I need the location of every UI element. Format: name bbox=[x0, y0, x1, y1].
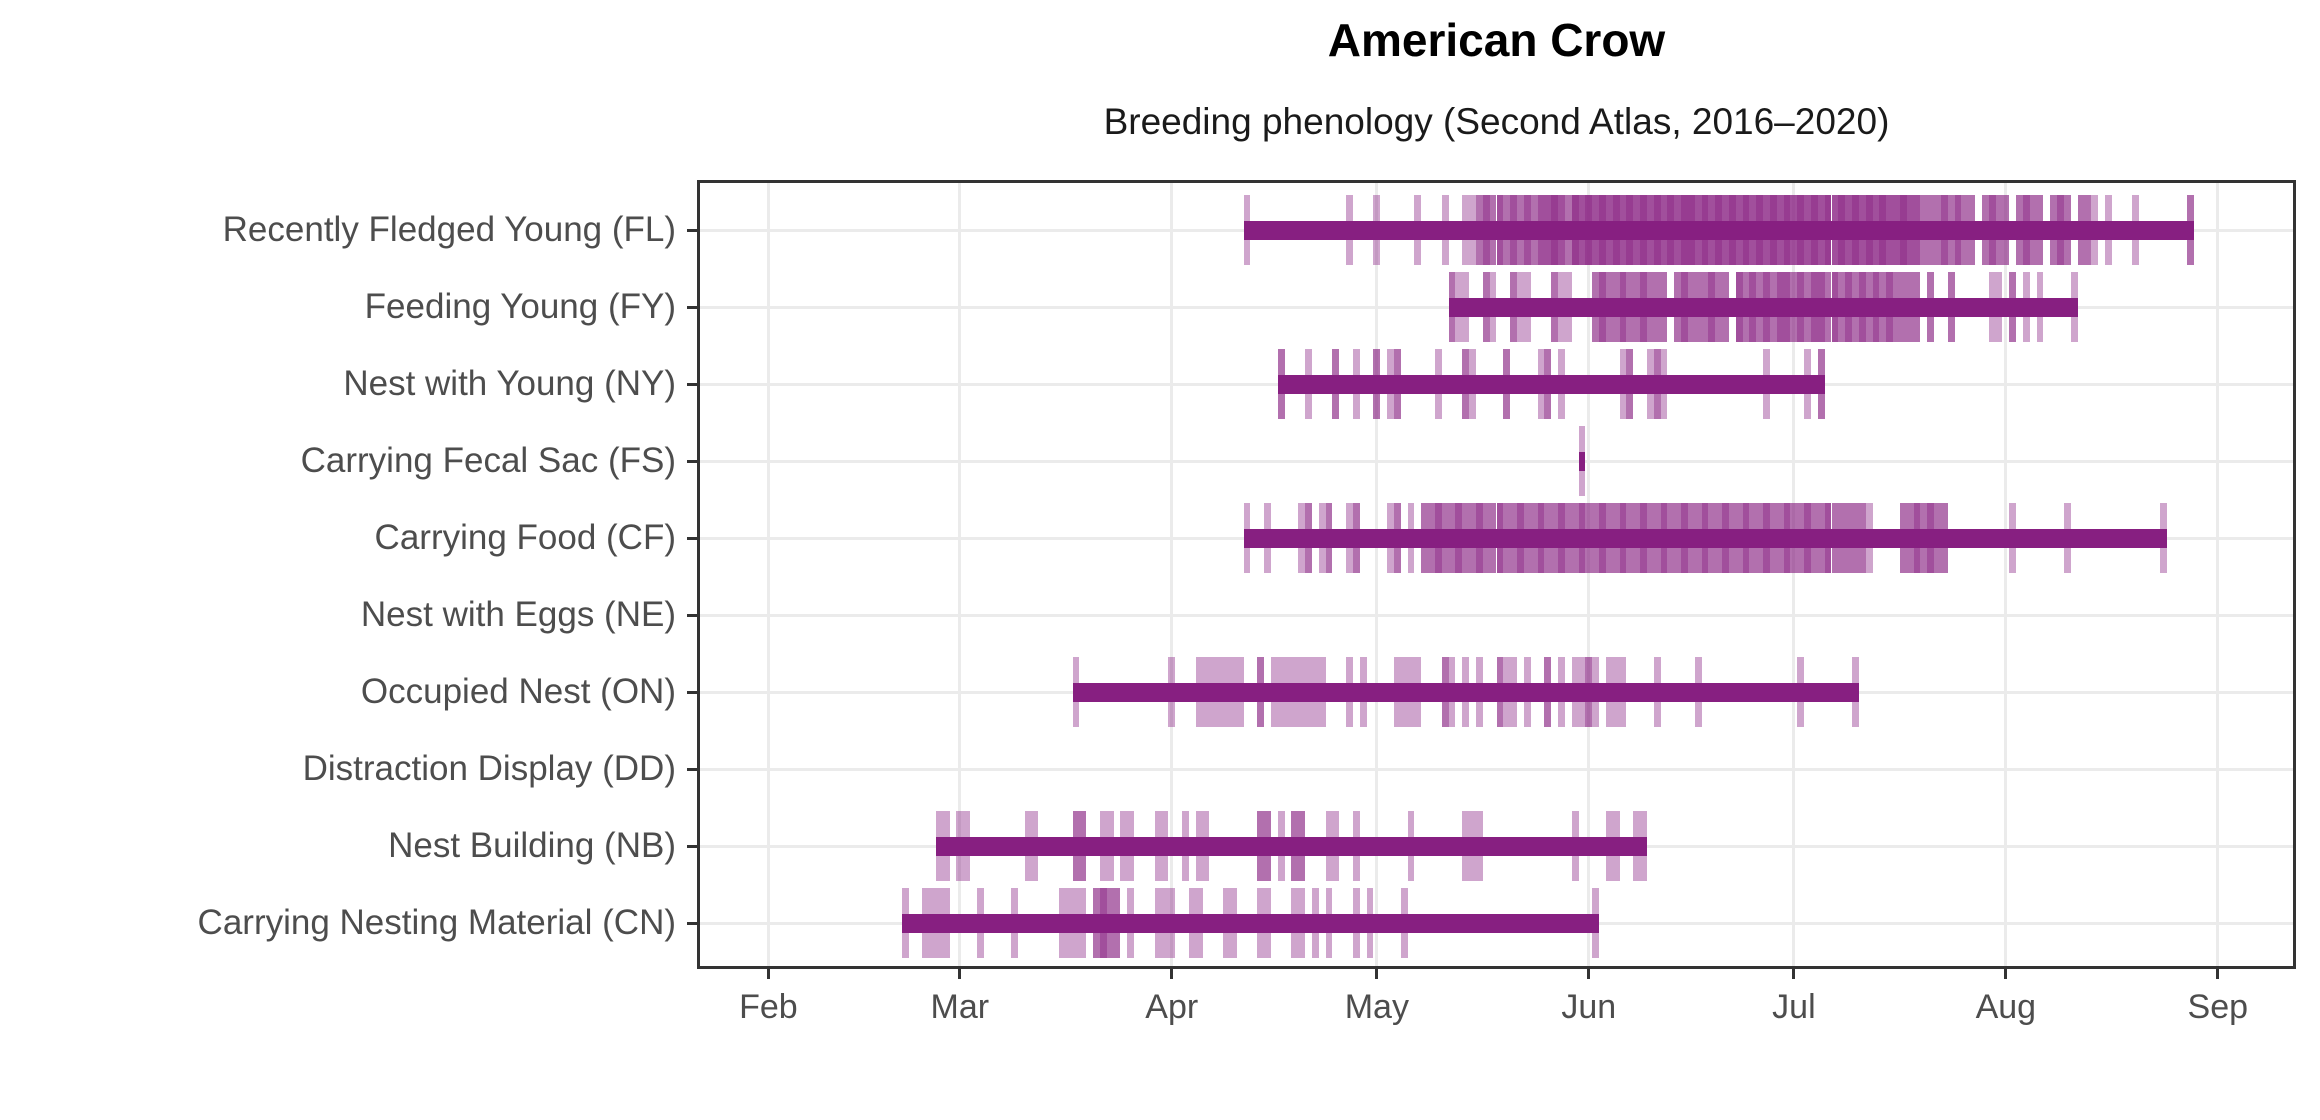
plot-panel bbox=[700, 183, 2293, 966]
category-gridline bbox=[700, 459, 2293, 463]
category-label: Occupied Nest (ON) bbox=[360, 672, 676, 711]
month-gridline bbox=[1375, 183, 1379, 966]
x-axis-tick bbox=[2004, 966, 2008, 979]
y-axis-tick bbox=[687, 767, 700, 771]
category-label: Distraction Display (DD) bbox=[302, 749, 676, 788]
range-bar bbox=[1072, 682, 1859, 702]
category-label: Carrying Nesting Material (CN) bbox=[197, 903, 676, 942]
category-label: Nest with Eggs (NE) bbox=[360, 595, 676, 634]
month-label: Mar bbox=[930, 988, 990, 1026]
month-gridline bbox=[2004, 183, 2008, 966]
x-axis-tick bbox=[1792, 966, 1796, 979]
month-gridline bbox=[1792, 183, 1796, 966]
month-label: Apr bbox=[1145, 988, 1199, 1026]
month-gridline bbox=[766, 183, 770, 966]
month-gridline bbox=[2216, 183, 2220, 966]
category-label: Carrying Food (CF) bbox=[374, 518, 676, 557]
month-gridline bbox=[958, 183, 962, 966]
chart-title: American Crow bbox=[1327, 14, 1666, 66]
range-bar bbox=[1243, 220, 2194, 240]
y-axis-tick bbox=[687, 459, 700, 463]
category-label: Carrying Fecal Sac (FS) bbox=[300, 441, 676, 480]
range-bar bbox=[935, 836, 1647, 856]
category-gridline bbox=[700, 767, 2293, 771]
month-label: Sep bbox=[2187, 988, 2249, 1026]
chart-subtitle: Breeding phenology (Second Atlas, 2016–2… bbox=[1103, 101, 1890, 142]
y-axis-tick bbox=[687, 921, 700, 925]
y-axis-tick bbox=[687, 305, 700, 309]
month-gridline bbox=[1587, 183, 1591, 966]
range-bar bbox=[1243, 528, 2167, 548]
range-bar bbox=[1578, 451, 1586, 471]
month-gridline bbox=[1170, 183, 1174, 966]
x-axis-tick bbox=[958, 966, 962, 979]
x-axis-tick bbox=[1587, 966, 1591, 979]
category-gridline bbox=[700, 613, 2293, 617]
y-axis-tick bbox=[687, 228, 700, 232]
x-axis-tick bbox=[2216, 966, 2220, 979]
range-bar bbox=[1448, 297, 2078, 317]
category-label: Nest Building (NB) bbox=[388, 826, 676, 865]
month-label: Jun bbox=[1561, 988, 1617, 1026]
month-label: May bbox=[1344, 988, 1409, 1026]
category-label: Feeding Young (FY) bbox=[364, 287, 676, 326]
x-axis-tick bbox=[1170, 966, 1174, 979]
x-axis-tick bbox=[1375, 966, 1379, 979]
range-bar bbox=[1277, 374, 1825, 394]
category-label: Recently Fledged Young (FL) bbox=[222, 210, 676, 249]
y-axis-tick bbox=[687, 536, 700, 540]
y-axis-tick bbox=[687, 613, 700, 617]
month-label: Jul bbox=[1772, 988, 1816, 1026]
y-axis-tick bbox=[687, 844, 700, 848]
x-axis-tick bbox=[766, 966, 770, 979]
y-axis-tick bbox=[687, 382, 700, 386]
range-bar bbox=[901, 913, 1600, 933]
month-label: Feb bbox=[739, 988, 798, 1026]
category-label: Nest with Young (NY) bbox=[343, 364, 676, 403]
y-axis-tick bbox=[687, 690, 700, 694]
month-label: Aug bbox=[1975, 988, 2037, 1026]
